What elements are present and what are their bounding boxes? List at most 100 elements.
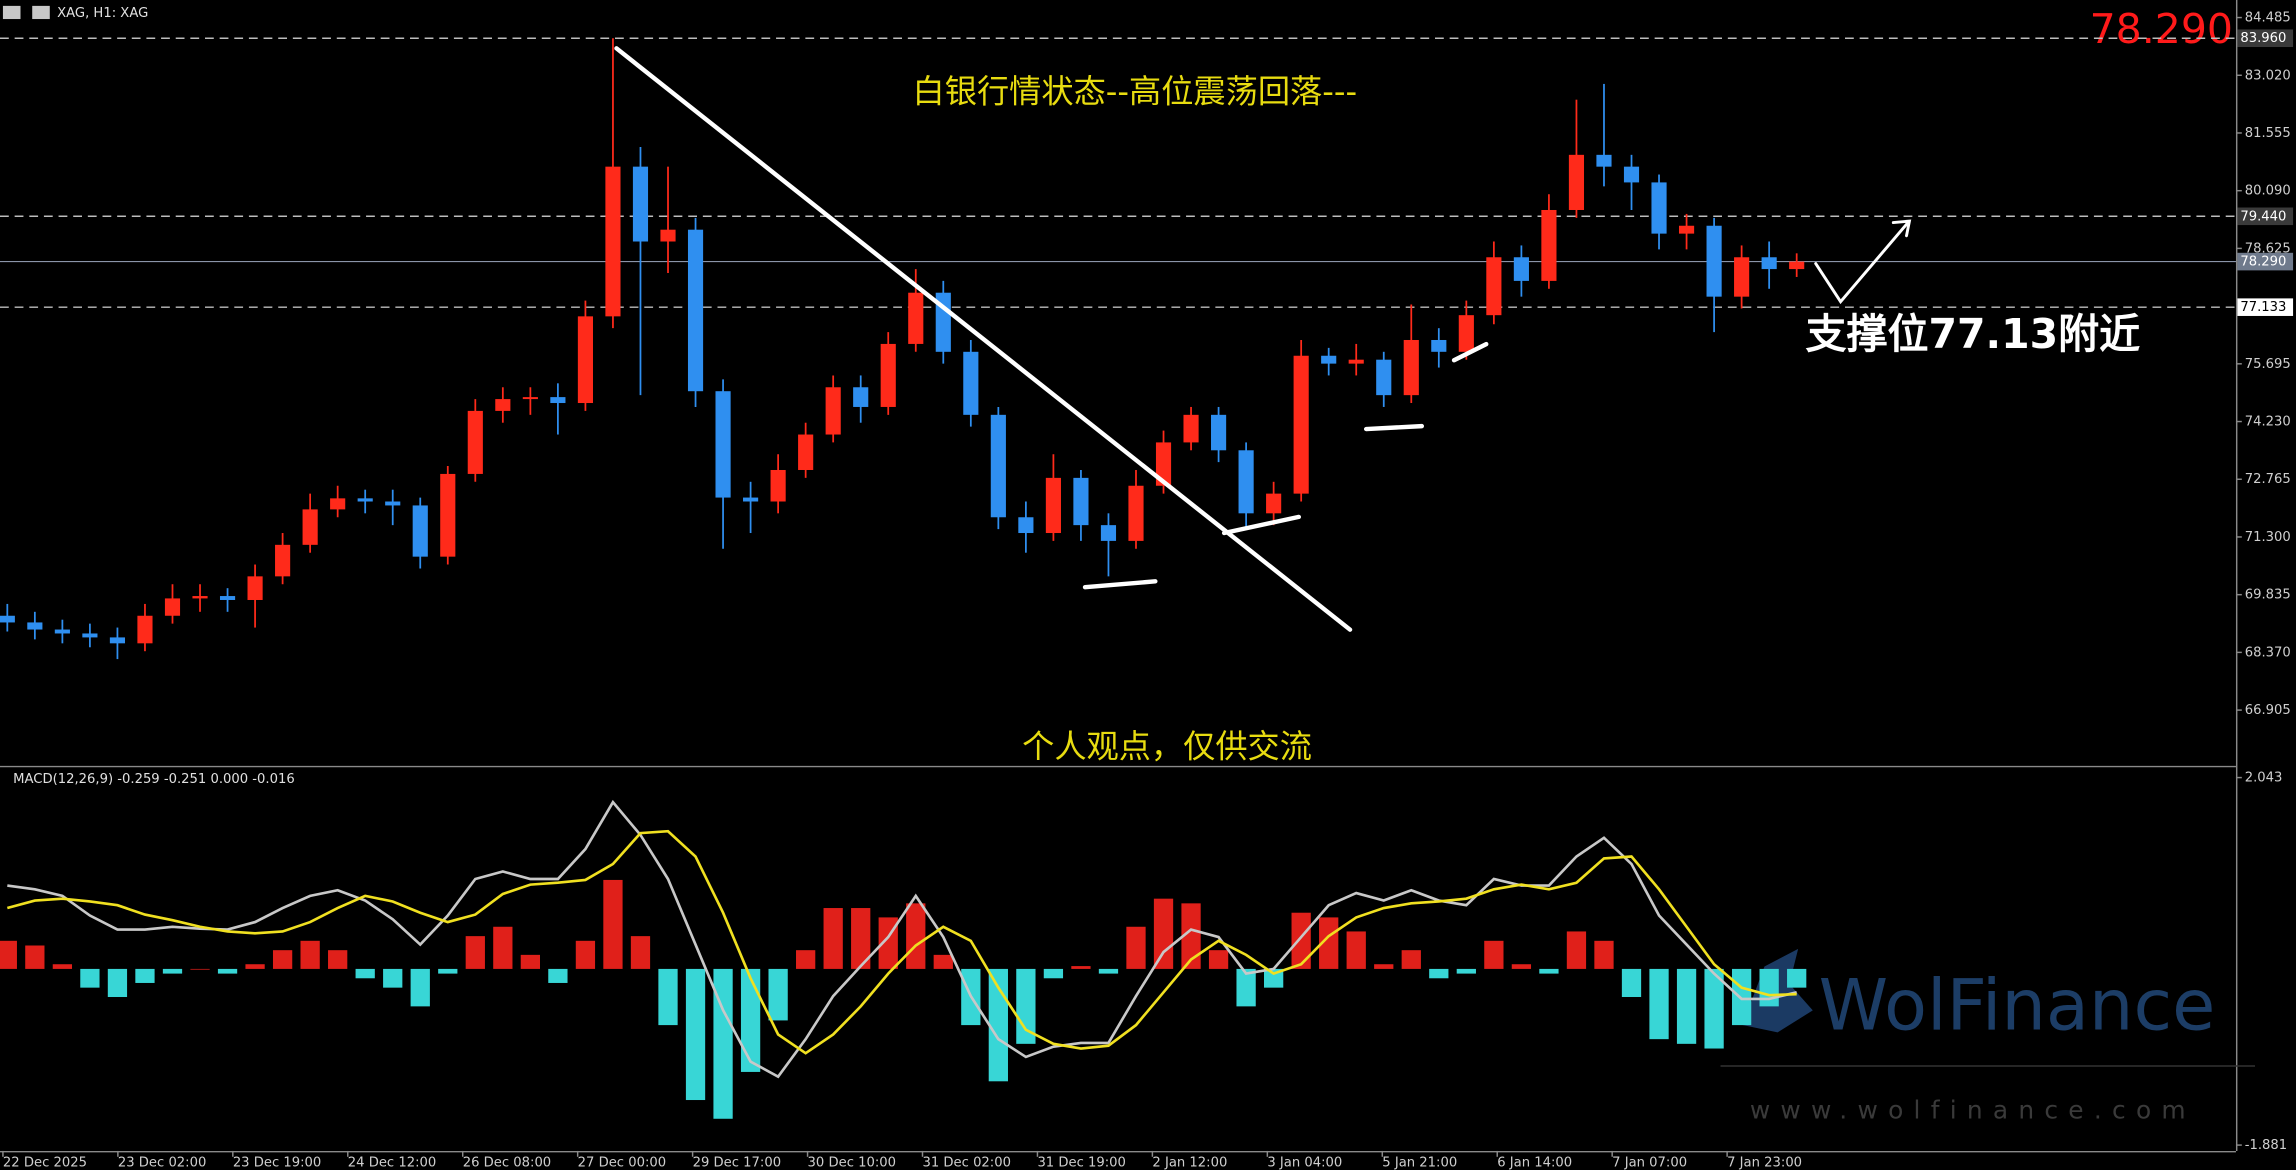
histogram-bar xyxy=(768,968,788,1021)
histogram-bar xyxy=(190,968,210,970)
candle-body xyxy=(1183,414,1199,443)
candle-body xyxy=(1678,225,1695,234)
histogram-bar xyxy=(1731,968,1752,1026)
candle-body xyxy=(247,576,263,600)
footer-note: 个人观点，仅供交流 xyxy=(1022,727,1312,765)
histogram-bar xyxy=(1566,931,1587,969)
histogram-bar xyxy=(493,926,513,969)
candle-body xyxy=(219,596,236,600)
candle-body xyxy=(1348,359,1364,364)
histogram-bar xyxy=(383,968,403,988)
histogram-bar xyxy=(933,954,953,969)
histogram-bar xyxy=(685,968,706,1101)
histogram-bar xyxy=(1153,898,1174,969)
level-label: 77.133 xyxy=(2240,300,2286,315)
y-tick-label: 83.020 xyxy=(2245,68,2291,83)
histogram-bar xyxy=(25,945,45,969)
y-tick-label: 71.300 xyxy=(2245,530,2291,545)
histogram-bar xyxy=(1429,968,1449,979)
candle-body xyxy=(1789,261,1805,270)
watermark-url: www.wolfinance.com xyxy=(1750,1095,2196,1124)
candle-body xyxy=(82,633,98,638)
histogram-bar xyxy=(1759,968,1779,1007)
histogram-bar xyxy=(548,968,568,983)
support-stroke xyxy=(1363,423,1425,432)
histogram-bar xyxy=(1484,940,1504,969)
level-box xyxy=(2237,298,2294,316)
candle-body xyxy=(990,414,1006,518)
histogram-bar xyxy=(851,908,871,969)
histogram-bar xyxy=(1291,912,1311,969)
x-tick-label: 22 Dec 2025 xyxy=(3,1156,87,1170)
current-price-label: 78.290 xyxy=(2240,255,2286,270)
arrow-head xyxy=(1891,219,1912,238)
candle-body xyxy=(1431,339,1447,352)
candle-body xyxy=(853,387,869,407)
histogram-bar xyxy=(0,940,17,969)
y-tick-label: 80.090 xyxy=(2245,184,2291,199)
x-tick-label: 23 Dec 19:00 xyxy=(233,1156,321,1170)
histogram-bar xyxy=(1401,950,1421,969)
candle-body xyxy=(1293,355,1309,494)
y-tick-label: 72.765 xyxy=(2245,472,2291,487)
toolbar-icons xyxy=(2,5,50,20)
watermark: WolFinance www.wolfinance.com xyxy=(1720,948,2255,1124)
histogram-bar xyxy=(1016,968,1036,1044)
histogram-bar xyxy=(1704,968,1724,1049)
candle-body xyxy=(1403,339,1419,396)
histogram-bar xyxy=(1098,968,1119,974)
histogram-bar xyxy=(1539,968,1559,974)
support-stroke xyxy=(1451,341,1489,363)
candle-body xyxy=(1568,154,1585,210)
histogram-bar xyxy=(520,954,540,969)
candle-body xyxy=(798,434,814,470)
histogram-bar xyxy=(438,968,458,974)
candle-body xyxy=(577,316,593,404)
histogram-bar xyxy=(1787,968,1807,988)
histogram-bar xyxy=(1374,964,1394,969)
level-box xyxy=(2237,29,2294,48)
histogram-bar xyxy=(1208,950,1229,969)
candle-body xyxy=(632,166,649,242)
x-tick-label: 27 Dec 00:00 xyxy=(578,1156,666,1170)
candle-body xyxy=(412,505,428,557)
x-tick-label: 31 Dec 02:00 xyxy=(923,1156,1011,1170)
candle-body xyxy=(1596,154,1612,167)
histogram-bar xyxy=(630,936,651,969)
histogram-bar xyxy=(355,968,375,979)
candle-body xyxy=(302,509,318,545)
histogram-bar xyxy=(740,968,761,1072)
candle-body xyxy=(27,622,43,630)
candle-body xyxy=(1761,257,1777,270)
x-tick-label: 5 Jan 21:00 xyxy=(1382,1156,1457,1170)
candle-body xyxy=(357,498,373,502)
histogram-bar xyxy=(1594,940,1614,969)
y-tick-label: 78.625 xyxy=(2245,241,2291,256)
candles xyxy=(0,38,1805,660)
histogram-bar xyxy=(217,968,238,974)
candle-body xyxy=(1376,359,1392,396)
arrow xyxy=(1814,221,1910,305)
histogram-bar xyxy=(328,950,348,969)
histogram-bar xyxy=(1319,917,1339,969)
histogram-bar xyxy=(245,964,265,969)
candle-body xyxy=(1623,166,1640,183)
histogram-bar xyxy=(1181,903,1201,969)
histogram-bar xyxy=(1236,968,1256,1007)
candle-body xyxy=(495,399,511,411)
histogram-bar xyxy=(1649,968,1669,1040)
candle-body xyxy=(1513,257,1529,281)
histogram-bar xyxy=(1346,931,1366,969)
macd-title: MACD(12,26,9) -0.259 -0.251 0.000 -0.016 xyxy=(13,772,295,787)
x-tick-label: 30 Dec 10:00 xyxy=(808,1156,896,1170)
y-tick-label: 66.905 xyxy=(2245,703,2291,718)
candle-body xyxy=(1734,257,1750,297)
level-box xyxy=(2237,207,2294,226)
x-tick-label: 29 Dec 17:00 xyxy=(693,1156,781,1170)
candle-body xyxy=(1541,209,1557,281)
x-tick-label: 7 Jan 07:00 xyxy=(1612,1156,1687,1170)
y-tick-label: -1.881 xyxy=(2245,1138,2287,1153)
candle-body xyxy=(825,387,841,435)
candle-body xyxy=(1486,257,1502,316)
